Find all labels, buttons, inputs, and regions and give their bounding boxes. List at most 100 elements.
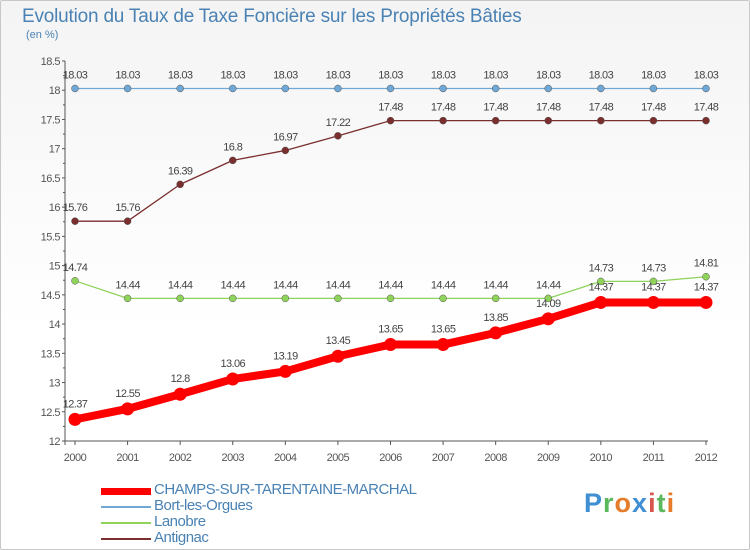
data-point-antignac [649,116,658,125]
data-point-lanobre [334,294,342,303]
x-tick-label: 2010 [590,452,613,464]
data-label-lanobre: 14.44 [378,279,403,291]
y-tick-label: 14 [49,319,61,331]
chart-title: Evolution du Taux de Taxe Foncière sur l… [22,6,522,27]
data-label-lanobre: 14.73 [641,262,666,274]
data-label-bort-les-orgues: 18.03 [326,69,351,81]
data-point-lanobre [229,294,237,303]
data-point-antignac [597,116,605,125]
data-label-lanobre: 14.44 [326,279,351,291]
data-point-antignac [439,116,447,125]
logo-letter: o [614,488,633,518]
data-point-lanobre [597,277,605,286]
y-tick-label: 17.5 [41,114,61,126]
data-point-champs-sur-tarentaine-marchal [226,372,240,386]
data-label-champs-sur-tarentaine-marchal: 13.65 [378,324,403,336]
x-tick-label: 2009 [537,452,560,464]
data-point-champs-sur-tarentaine-marchal [436,338,450,352]
data-point-lanobre [491,294,500,303]
data-point-bort-les-orgues [491,84,500,93]
data-label-antignac: 17.48 [694,102,719,114]
logo-letter: r [603,488,615,518]
unit-label: (en %) [26,29,59,41]
data-label-champs-sur-tarentaine-marchal: 14.37 [589,281,614,293]
data-label-lanobre: 14.44 [168,279,193,291]
data-label-lanobre: 14.44 [273,279,298,291]
y-tick-label: 12.5 [41,407,61,419]
data-label-bort-les-orgues: 18.03 [168,69,193,81]
data-label-bort-les-orgues: 18.03 [115,69,140,81]
data-point-bort-les-orgues [544,84,552,93]
data-label-champs-sur-tarentaine-marchal: 13.45 [326,335,351,347]
data-point-champs-sur-tarentaine-marchal [541,312,555,326]
data-point-lanobre [71,277,79,285]
x-tick-label: 2008 [484,452,507,464]
data-label-bort-les-orgues: 18.03 [483,69,508,81]
data-point-champs-sur-tarentaine-marchal [68,412,82,426]
legend-swatch-lanobre [101,522,151,524]
data-point-bort-les-orgues [71,84,79,93]
data-point-bort-les-orgues [649,84,658,93]
logo-letter: x [632,488,649,518]
data-label-antignac: 17.48 [589,102,614,114]
legend-swatch-antignac [101,538,151,540]
data-label-antignac: 17.48 [641,102,666,114]
data-label-champs-sur-tarentaine-marchal: 14.37 [641,281,666,293]
x-tick-label: 2003 [222,452,245,464]
y-tick-label: 15.5 [41,231,61,243]
data-point-antignac [71,217,79,225]
data-point-champs-sur-tarentaine-marchal [384,338,397,352]
data-label-antignac: 16.39 [168,165,193,177]
data-point-antignac [229,156,237,165]
data-label-champs-sur-tarentaine-marchal: 13.19 [273,350,298,362]
data-point-antignac [386,116,395,125]
x-tick-label: 2007 [432,452,455,464]
legend-swatch-bort [101,506,151,508]
data-label-lanobre: 14.44 [431,279,456,291]
data-point-lanobre [702,272,710,281]
data-point-lanobre [386,294,395,303]
data-label-bort-les-orgues: 18.03 [378,69,403,81]
data-label-antignac: 15.76 [115,202,140,214]
data-point-bort-les-orgues [176,84,184,93]
logo-letter: i [648,488,657,518]
x-tick-label: 2011 [643,452,665,464]
data-label-antignac: 17.48 [378,102,403,114]
data-label-bort-les-orgues: 18.03 [589,69,614,81]
data-point-champs-sur-tarentaine-marchal [489,326,503,340]
data-point-champs-sur-tarentaine-marchal [646,295,660,309]
data-point-lanobre [281,294,290,303]
data-point-antignac [334,132,342,140]
y-tick-label: 16.5 [41,173,61,185]
data-point-antignac [176,180,184,189]
y-tick-label: 18.5 [41,56,61,68]
x-tick-label: 2000 [64,452,87,464]
data-label-antignac: 17.48 [483,102,508,114]
data-point-bort-les-orgues [281,84,290,93]
legend-label-antignac: Antignac [154,529,209,546]
legend-label-bort: Bort-les-Orgues [154,497,253,514]
data-point-bort-les-orgues [123,84,132,93]
y-tick-label: 14.5 [41,290,61,302]
data-label-lanobre: 14.74 [63,262,88,274]
data-label-lanobre: 14.44 [115,279,140,291]
data-label-bort-les-orgues: 18.03 [273,69,298,81]
legend-label-champs: CHAMPS-SUR-TARENTAINE-MARCHAL [154,481,417,498]
data-label-bort-les-orgues: 18.03 [641,69,666,81]
data-label-antignac: 15.76 [63,202,88,214]
logo-letter: i [666,488,676,518]
y-tick-label: 16 [49,202,61,214]
x-tick-label: 2002 [169,452,192,464]
data-label-champs-sur-tarentaine-marchal: 12.8 [171,373,190,385]
data-label-champs-sur-tarentaine-marchal: 13.85 [483,312,508,324]
data-point-champs-sur-tarentaine-marchal [121,402,135,416]
y-tick-label: 17 [49,144,61,156]
x-tick-label: 2004 [274,452,297,464]
data-point-bort-les-orgues [229,84,237,93]
data-label-bort-les-orgues: 18.03 [694,69,719,81]
data-label-champs-sur-tarentaine-marchal: 12.55 [115,388,140,400]
data-point-lanobre [123,294,132,303]
data-point-bort-les-orgues [334,84,342,93]
data-point-lanobre [176,294,184,303]
